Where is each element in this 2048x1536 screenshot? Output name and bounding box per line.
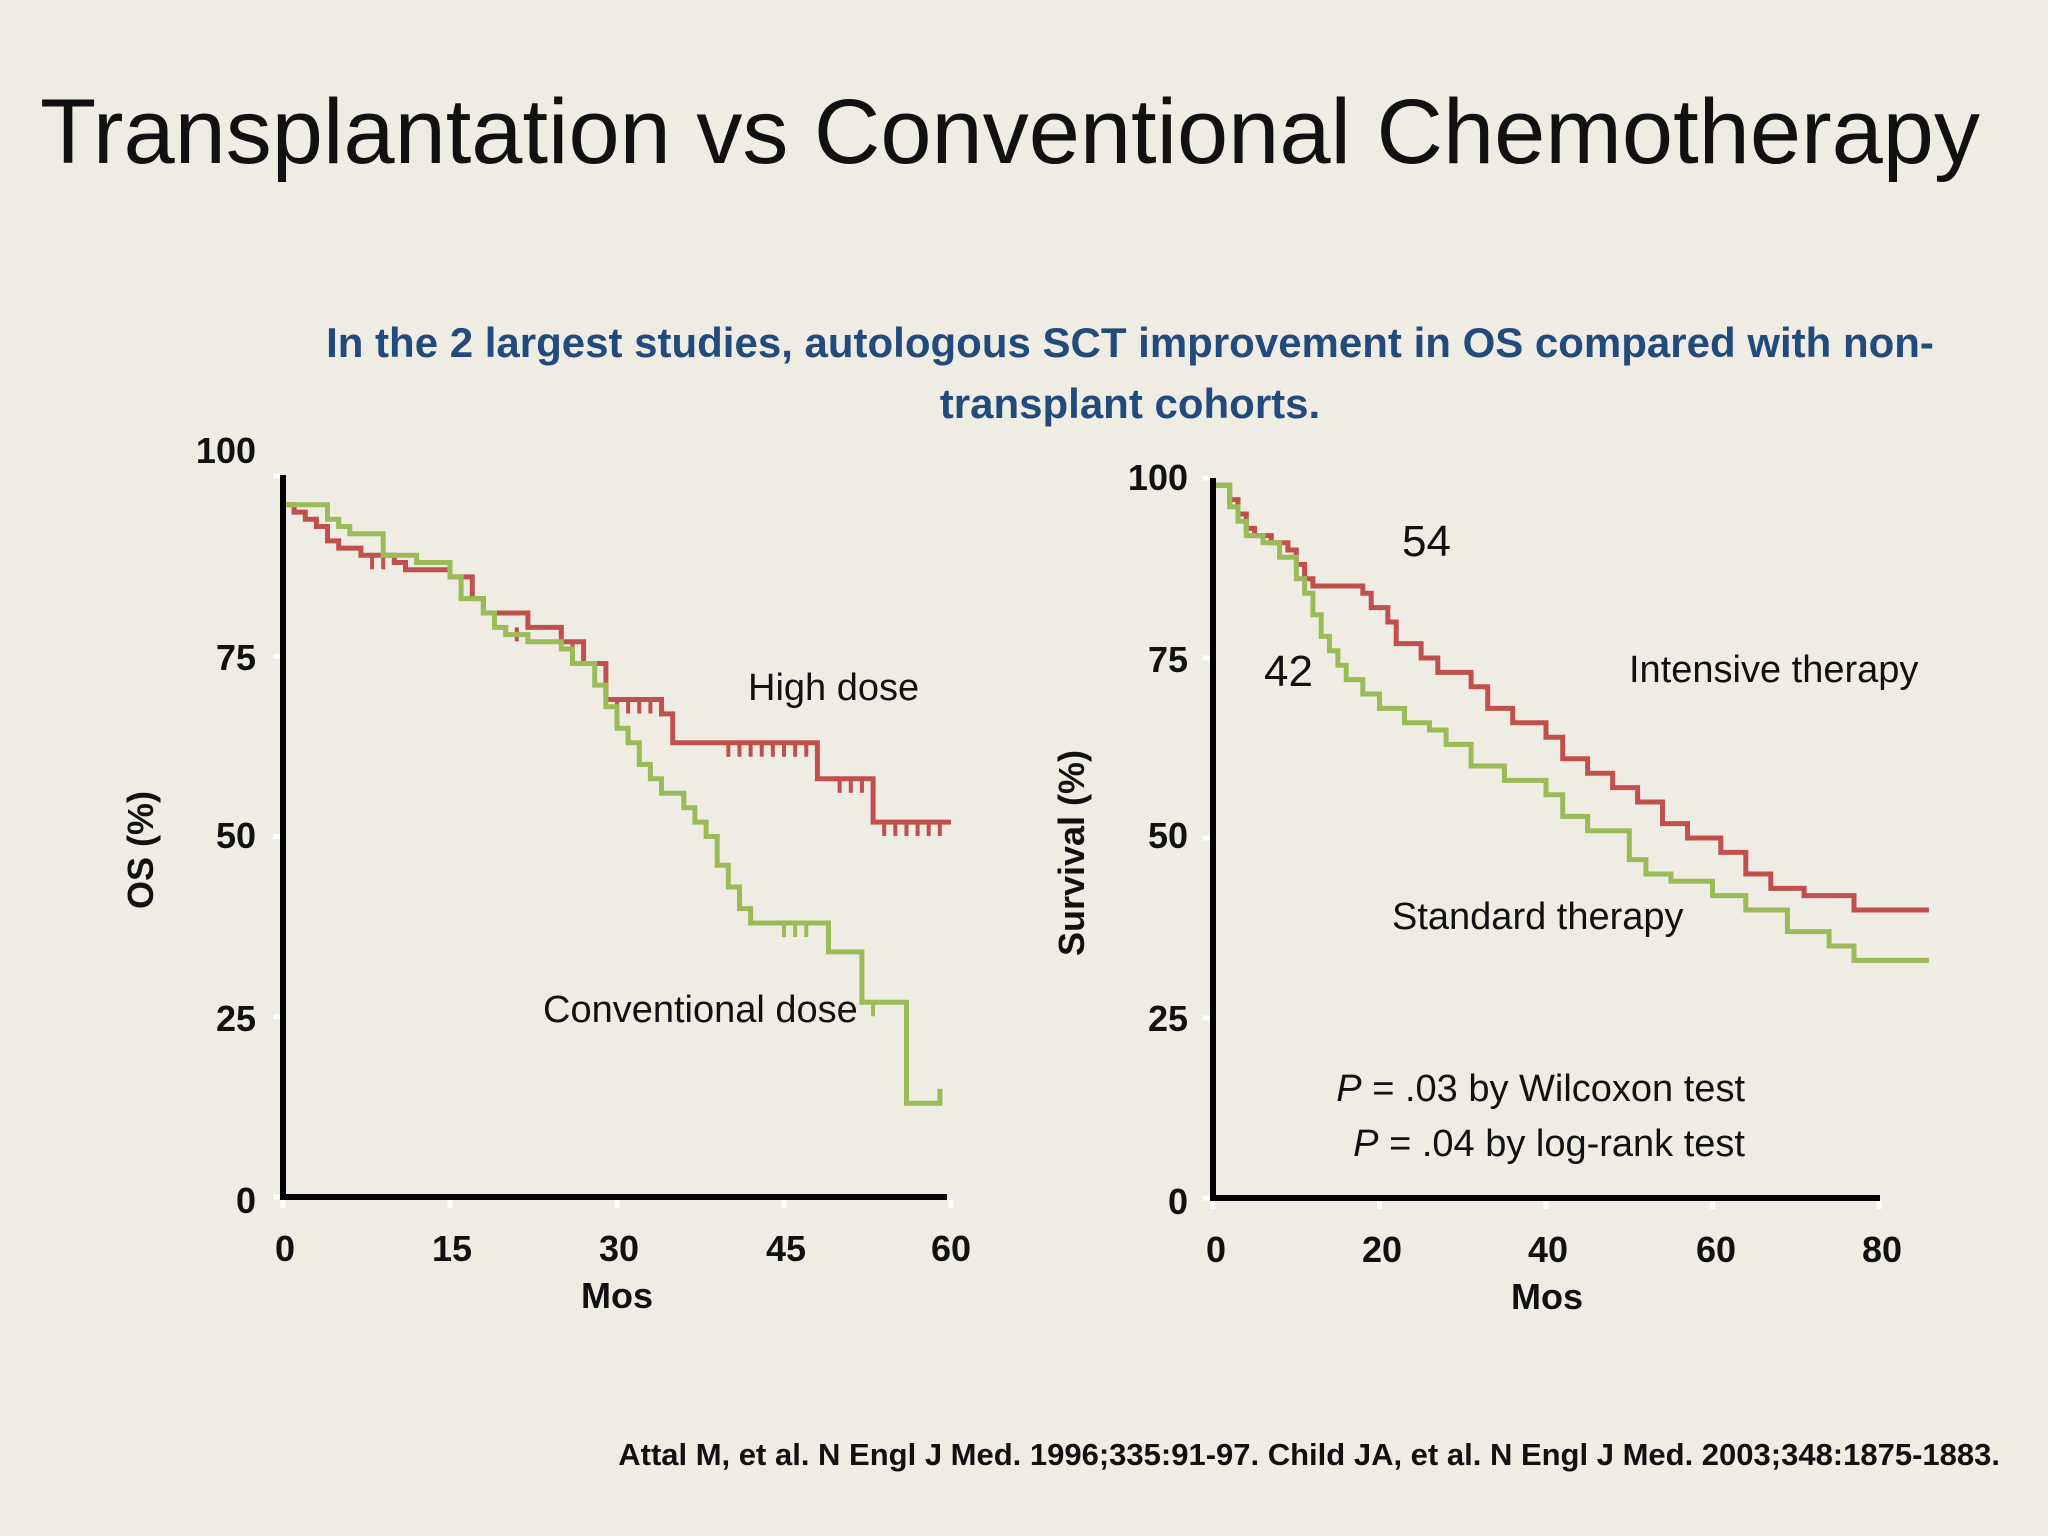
left-conventional-dose-label: Conventional dose [543, 989, 858, 1031]
left-ytick-0: 0 [236, 1180, 256, 1221]
right-p-logrank-italic: P [1353, 1123, 1379, 1165]
left-ytick-50: 50 [216, 815, 256, 856]
right-p-logrank: P = .04 by log-rank test [1353, 1123, 1745, 1165]
right-intensive-therapy-label: Intensive therapy [1629, 649, 1918, 691]
right-ytick-75: 75 [1148, 639, 1188, 680]
right-p-logrank-rest: = .04 by log-rank test [1379, 1123, 1746, 1165]
left-xtick-30: 30 [599, 1228, 639, 1269]
left-xtick-0: 0 [275, 1228, 295, 1269]
left-ytick-100: 100 [196, 430, 256, 471]
right-standard-therapy-label: Standard therapy [1392, 896, 1684, 938]
right-series-standard-therapy [1213, 482, 1929, 963]
right-median-standard: 42 [1264, 647, 1313, 696]
right-xtick-60: 60 [1696, 1229, 1736, 1270]
left-y-axis-title: OS (%) [120, 791, 161, 909]
right-ytick-25: 25 [1148, 998, 1188, 1039]
left-x-axis-title: Mos [581, 1275, 653, 1316]
right-ytick-100: 100 [1128, 457, 1188, 498]
left-series-high-dose [283, 502, 951, 825]
left-xtick-15: 15 [432, 1228, 472, 1269]
chart-left-os: 100 75 50 25 0 0 15 30 45 60 Mos OS (%) … [120, 430, 971, 1316]
slide-title: Transplantation vs Conventional Chemothe… [40, 81, 1980, 183]
slide-subtitle: In the 2 largest studies, autologous SCT… [326, 319, 1934, 427]
left-xtick-60: 60 [931, 1228, 971, 1269]
left-ytick-25: 25 [216, 998, 256, 1039]
right-xtick-0: 0 [1206, 1229, 1226, 1270]
left-high-dose-label: High dose [748, 667, 919, 709]
right-ytick-0: 0 [1168, 1181, 1188, 1222]
chart-right-survival: 100 75 50 25 0 0 20 40 60 80 Mos Surviva… [1051, 457, 1929, 1317]
right-xtick-20: 20 [1362, 1229, 1402, 1270]
right-x-axis-title: Mos [1511, 1276, 1583, 1317]
right-p-wilcoxon-italic: P [1336, 1068, 1362, 1110]
right-median-intensive: 54 [1402, 517, 1451, 566]
right-p-wilcoxon: P = .03 by Wilcoxon test [1336, 1068, 1745, 1110]
left-xtick-45: 45 [766, 1228, 806, 1269]
footer-citation: Attal M, et al. N Engl J Med. 1996;335:9… [618, 1437, 2000, 1472]
right-y-axis-title: Survival (%) [1051, 750, 1092, 956]
right-xtick-40: 40 [1528, 1229, 1568, 1270]
right-ytick-50: 50 [1148, 815, 1188, 856]
right-p-wilcoxon-rest: = .03 by Wilcoxon test [1362, 1068, 1746, 1110]
left-ytick-75: 75 [216, 637, 256, 678]
right-series-intensive-therapy [1213, 482, 1929, 913]
left-series-conventional-dose [283, 502, 943, 1106]
right-xtick-80: 80 [1862, 1229, 1902, 1270]
